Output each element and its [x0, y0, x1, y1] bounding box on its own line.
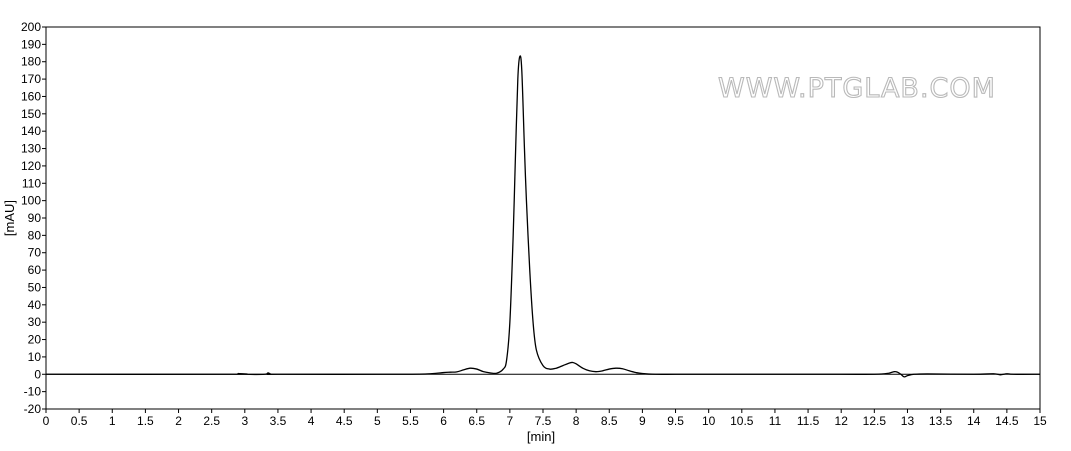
y-tick-label: 40: [28, 298, 42, 312]
x-tick-label: 10.5: [730, 414, 754, 428]
y-tick-label: 130: [21, 142, 41, 156]
y-tick-label: 200: [21, 20, 41, 34]
x-tick-label: 9.5: [667, 414, 684, 428]
y-axis-ticks: -20 -10 0 10 20 30 40 50 60 70 80 90 100 110 120 130 140…: [21, 20, 46, 416]
x-tick-label: 15: [1033, 414, 1047, 428]
x-tick-label: 11: [769, 414, 782, 428]
x-axis-title: [min]: [527, 429, 555, 444]
watermark: WWW.PTGLAB.COM: [718, 73, 996, 104]
x-tick-label: 3: [241, 414, 248, 428]
x-tick-label: 6.5: [468, 414, 485, 428]
x-tick-label: 5: [374, 414, 381, 428]
y-tick-label: 80: [28, 228, 42, 242]
y-tick-label: 30: [28, 315, 42, 329]
x-tick-label: 0: [43, 414, 50, 428]
x-tick-label: 12.5: [863, 414, 887, 428]
x-tick-label: 12: [835, 414, 849, 428]
y-tick-label: -20: [24, 402, 42, 416]
x-tick-label: 2.5: [203, 414, 220, 428]
x-tick-label: 13.5: [929, 414, 953, 428]
x-tick-label: 14: [967, 414, 981, 428]
y-tick-label: 0: [34, 367, 41, 381]
y-tick-label: 50: [28, 280, 42, 294]
x-tick-label: 13: [901, 414, 915, 428]
y-tick-label: 120: [21, 159, 41, 173]
x-tick-label: 6: [440, 414, 447, 428]
x-tick-label: 1: [109, 414, 116, 428]
y-tick-label: 100: [21, 194, 41, 208]
y-tick-label: 20: [28, 333, 42, 347]
x-tick-label: 8: [573, 414, 580, 428]
x-tick-label: 9: [639, 414, 646, 428]
y-tick-label: 180: [21, 55, 41, 69]
x-tick-label: 10: [702, 414, 716, 428]
x-tick-label: 3.5: [270, 414, 287, 428]
y-tick-label: 90: [28, 211, 42, 225]
y-axis-title: [mAU]: [2, 200, 17, 236]
x-tick-label: 5.5: [402, 414, 419, 428]
x-tick-label: 8.5: [601, 414, 618, 428]
y-tick-label: 60: [28, 263, 42, 277]
y-tick-label: 10: [28, 350, 42, 364]
series-line: [45, 55, 1041, 378]
x-tick-label: 1.5: [137, 414, 154, 428]
x-tick-label: 7.5: [535, 414, 552, 428]
y-tick-label: 110: [22, 176, 41, 190]
y-tick-label: -10: [24, 385, 42, 399]
x-tick-label: 11.5: [797, 414, 820, 428]
y-tick-label: 190: [21, 37, 41, 51]
y-tick-label: 170: [21, 72, 41, 86]
x-tick-label: 2: [175, 414, 182, 428]
y-tick-label: 160: [21, 89, 41, 103]
x-tick-label: 7: [507, 414, 514, 428]
x-tick-label: 4: [308, 414, 315, 428]
x-tick-label: 14.5: [995, 414, 1019, 428]
y-tick-label: 70: [28, 246, 42, 260]
y-tick-label: 140: [21, 124, 41, 138]
x-axis-ticks: 0 0.5 1 1.5 2 2.5 3 3.5 4 4.5 5 5.5 6 6.5 7 7.5 8 8.5 9 9.5…: [43, 409, 1047, 428]
y-tick-label: 150: [21, 107, 41, 121]
x-tick-label: 4.5: [336, 414, 353, 428]
x-tick-label: 0.5: [71, 414, 88, 428]
